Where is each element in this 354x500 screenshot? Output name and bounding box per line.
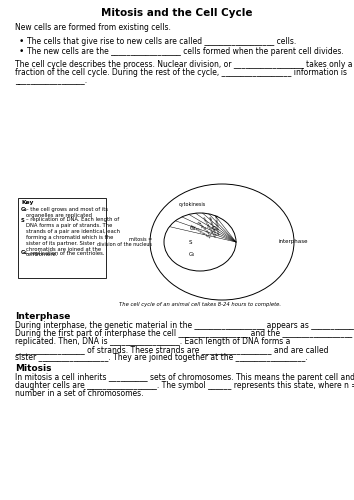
- Text: The new cells are the __________________ cells formed when the parent cell divid: The new cells are the __________________…: [27, 47, 344, 56]
- Text: G₂: G₂: [21, 250, 28, 256]
- Text: During interphase, the genetic material in the __________________ appears as ___: During interphase, the genetic material …: [15, 321, 354, 330]
- Bar: [18, 198, 106, 278]
- Text: G₁: G₁: [21, 207, 28, 212]
- Text: G₁: G₁: [212, 226, 218, 230]
- Text: •: •: [19, 37, 24, 46]
- Text: Key: Key: [21, 200, 33, 205]
- Text: Mitosis: Mitosis: [15, 364, 51, 373]
- Text: Interphase: Interphase: [15, 312, 70, 321]
- Text: G₂: G₂: [189, 252, 195, 258]
- Text: sister __________________. They are joined together at the __________________.: sister __________________. They are join…: [15, 353, 308, 362]
- Text: The cells that give rise to new cells are called __________________ cells.: The cells that give rise to new cells ar…: [27, 37, 296, 46]
- Text: – the cell grows and most of its
organelles are replicated: – the cell grows and most of its organel…: [26, 207, 108, 218]
- Text: cytokinesis: cytokinesis: [189, 224, 212, 240]
- Text: Mitosis and the Cell Cycle: Mitosis and the Cell Cycle: [101, 8, 253, 18]
- Text: mitosis =
division of the nucleus: mitosis = division of the nucleus: [97, 236, 152, 248]
- Text: During the first part of interphase the cell __________________ and the ________: During the first part of interphase the …: [15, 329, 354, 338]
- Text: __________________ of strands. These strands are __________________ and are call: __________________ of strands. These str…: [15, 345, 329, 354]
- Text: – replication of the centrioles.: – replication of the centrioles.: [26, 250, 104, 256]
- Text: The cell cycle of an animal cell takes 8-24 hours to complete.: The cell cycle of an animal cell takes 8…: [119, 302, 281, 307]
- Text: The cell cycle describes the process. Nuclear division, or __________________ ta: The cell cycle describes the process. Nu…: [15, 60, 354, 69]
- Text: •: •: [19, 47, 24, 56]
- Text: interphase: interphase: [278, 240, 308, 244]
- Text: In mitosis a cell inherits __________ sets of chromosomes. This means the parent: In mitosis a cell inherits __________ se…: [15, 373, 354, 382]
- Text: metaphase: metaphase: [200, 216, 216, 238]
- Text: New cells are formed from existing cells.: New cells are formed from existing cells…: [15, 23, 171, 32]
- Text: telophase: telophase: [212, 215, 219, 237]
- Text: cytokinesis: cytokinesis: [178, 202, 206, 207]
- Text: number in a set of chromosomes.: number in a set of chromosomes.: [15, 389, 143, 398]
- Text: G₁: G₁: [190, 226, 196, 230]
- Text: S: S: [188, 240, 192, 244]
- Text: replicated. Then, DNA is __________________. Each length of DNA forms a: replicated. Then, DNA is _______________…: [15, 337, 290, 346]
- Text: daughter cells are __________________. The symbol ______ represents this state, : daughter cells are __________________. T…: [15, 381, 354, 390]
- Text: anaphase: anaphase: [207, 216, 217, 237]
- Text: __________________.: __________________.: [15, 76, 87, 85]
- Text: S: S: [21, 218, 25, 222]
- Text: – replication of DNA. Each length of
DNA forms a pair of strands. The
strands of: – replication of DNA. Each length of DNA…: [26, 218, 120, 258]
- Text: fraction of the cell cycle. During the rest of the cycle, __________________ inf: fraction of the cell cycle. During the r…: [15, 68, 347, 77]
- Text: prophase: prophase: [196, 220, 212, 238]
